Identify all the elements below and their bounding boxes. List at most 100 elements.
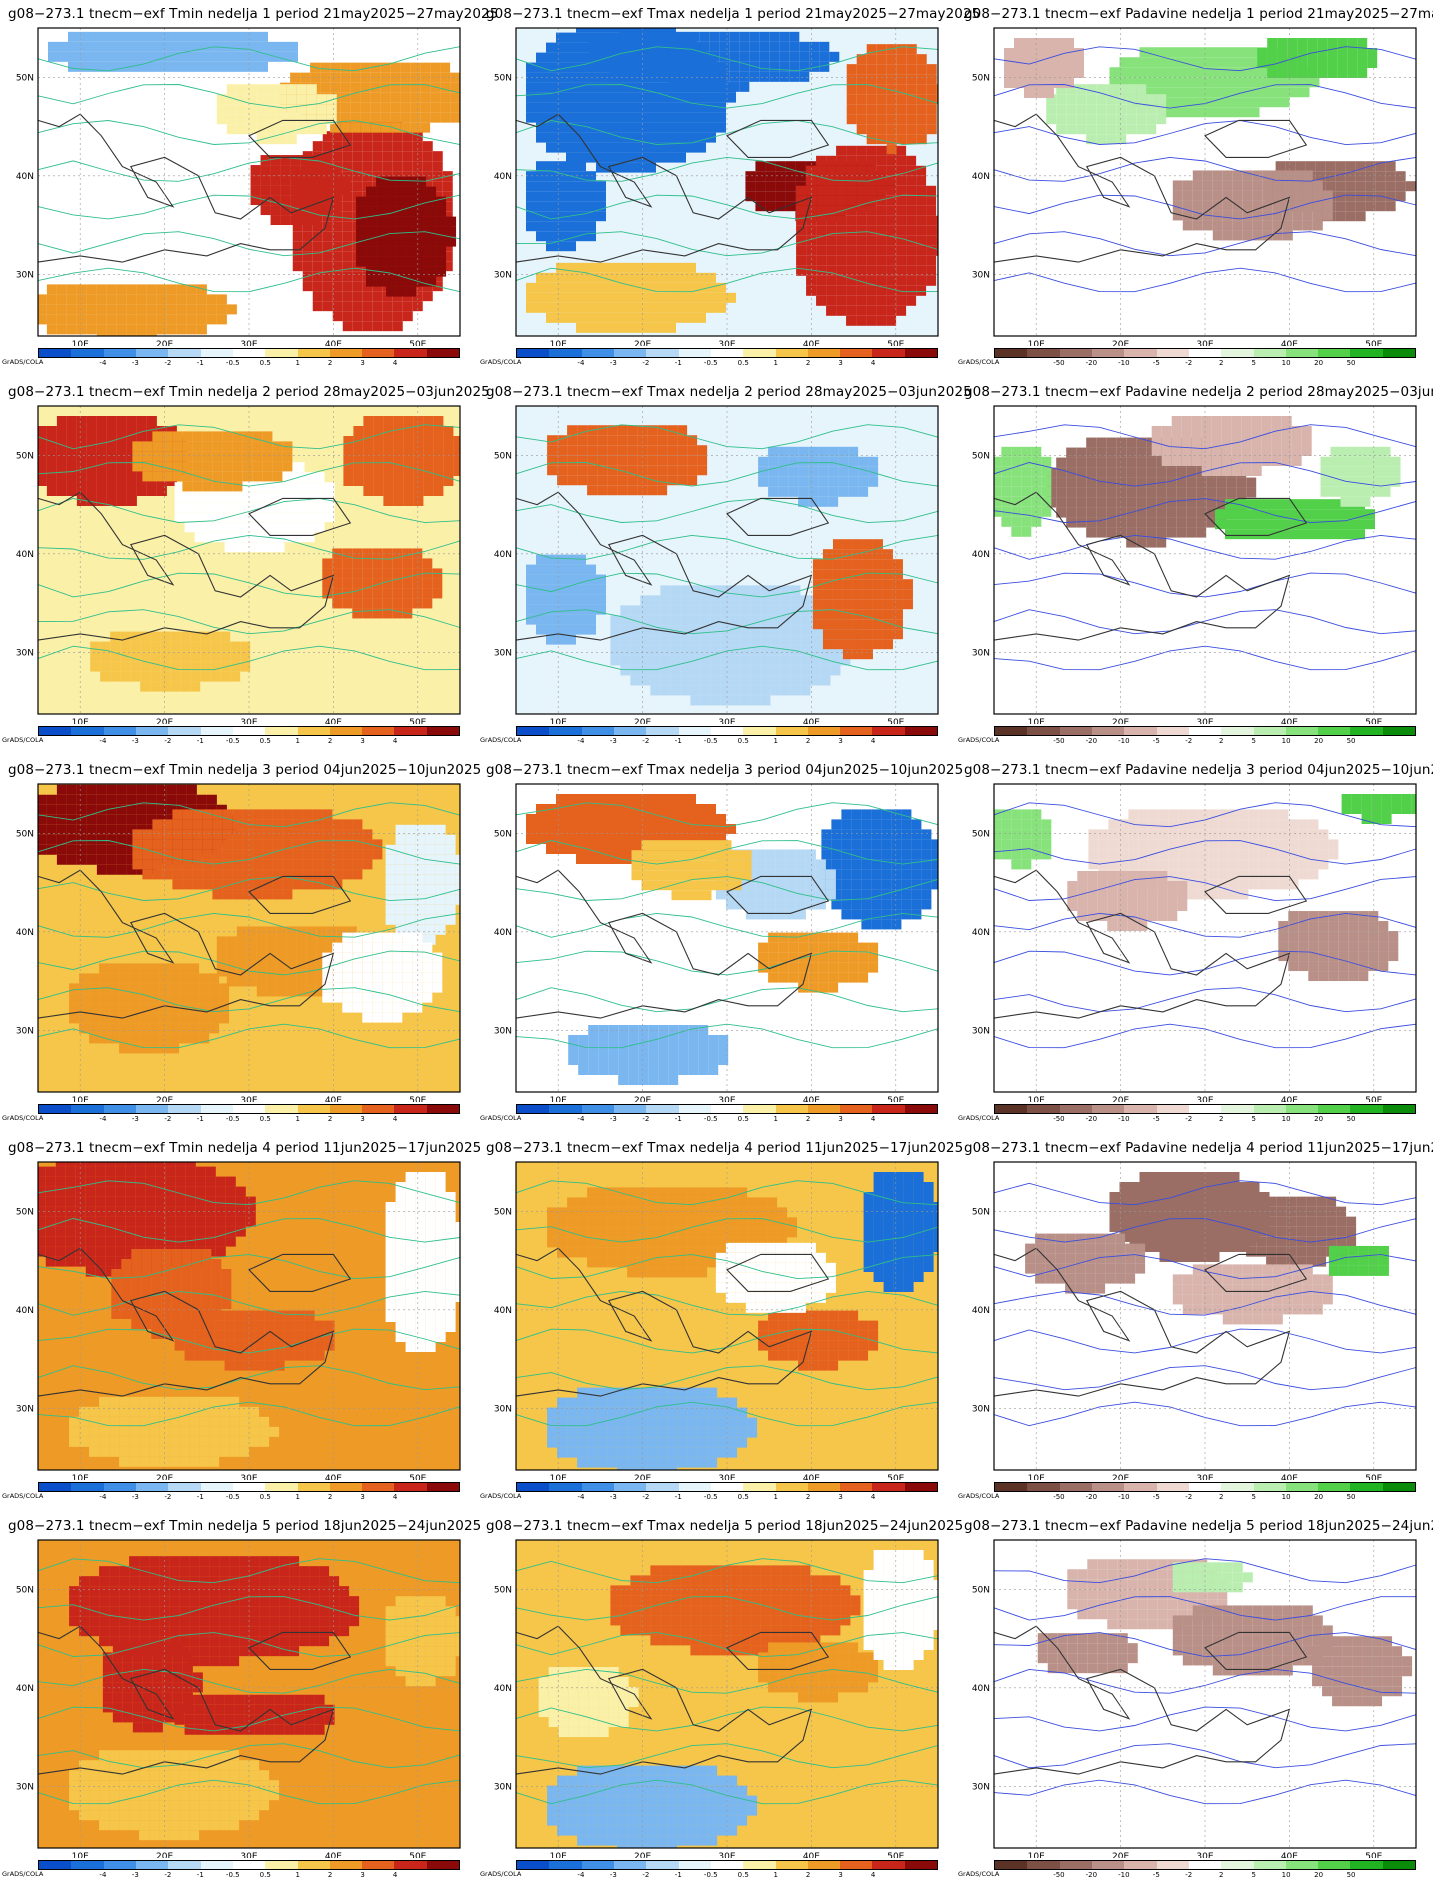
colorbar-swatch [103,1105,136,1113]
lat-tick-label: 50N [16,73,34,83]
lon-tick-label: 50E [887,1852,904,1858]
colorbar-swatch [1188,1483,1222,1491]
colorbar [994,1104,1416,1114]
lon-tick-label: 20E [156,340,173,346]
colorbar-swatch [872,1861,905,1869]
grads-credit: GrADS/COLA [2,1870,44,1878]
colorbar-swatch [995,1861,1028,1869]
colorbar-label: -1 [196,1115,204,1123]
lat-tick-label: 50N [494,829,512,839]
colorbar [516,348,938,358]
colorbar-label: -3 [131,737,139,745]
colorbar-swatch [1318,349,1351,357]
colorbar-swatch [135,727,169,735]
colorbar-swatch [1027,1105,1060,1113]
colorbar-swatch [743,727,776,735]
colorbar-label: -20 [1085,1493,1098,1501]
colorbar [516,1482,938,1492]
colorbar-swatch [426,1861,460,1869]
colorbar-label: 2 [1218,1115,1224,1123]
colorbar-label: 4 [392,1871,398,1879]
colorbar-label: -4 [577,1115,585,1123]
lat-tick-label: 50N [494,1585,512,1595]
lon-tick-label: 40E [1281,1096,1298,1102]
colorbar-label: 10 [1281,1115,1291,1123]
grads-credit: GrADS/COLA [958,1492,1000,1500]
colorbar-label: 4 [870,359,876,367]
colorbar-swatch [71,727,104,735]
colorbar-label: 3 [838,1493,843,1501]
lon-tick-label: 30E [240,718,257,724]
lon-tick-label: 30E [718,340,735,346]
lon-tick-label: 30E [718,1852,735,1858]
colorbar-label: -0.5 [225,1871,240,1879]
lat-tick-label: 40N [16,928,34,938]
lon-tick-label: 40E [803,1096,820,1102]
colorbar-label: -20 [1085,737,1098,745]
colorbar-swatch [200,349,233,357]
panel-title: g08−273.1 tnecm−exf Padavine nedelja 2 p… [964,384,1433,400]
colorbar-swatch [581,1483,614,1491]
colorbar-swatch [904,727,938,735]
panel-title: g08−273.1 tnecm−exf Tmin nedelja 2 perio… [8,384,490,400]
colorbar-label: 4 [870,1871,876,1879]
colorbar-swatch [394,1483,427,1491]
lat-tick-label: 50N [494,73,512,83]
colorbar-swatch [1188,349,1222,357]
colorbar-swatch [426,1483,460,1491]
colorbar-label: 3 [838,1871,843,1879]
colorbar-label: 1 [295,1871,300,1879]
colorbar-swatch [200,1861,233,1869]
panel-title: g08−273.1 tnecm−exf Padavine nedelja 3 p… [964,762,1433,778]
colorbar-swatch [678,1105,711,1113]
lon-tick-label: 10E [1028,718,1045,724]
colorbar-swatch [168,1105,201,1113]
lon-tick-label: 50E [409,1852,426,1858]
colorbar-swatch [678,1483,711,1491]
colorbar-swatch [1253,1105,1286,1113]
lat-tick-label: 40N [494,1684,512,1694]
colorbar-labels: -4 -3 -2 -1 -0.5 0.5 1 2 3 4 [516,1493,938,1505]
map-panel-tmin-week-5: g08−273.1 tnecm−exf Tmin nedelja 5 perio… [0,1512,481,1887]
colorbar-swatch [1059,727,1092,735]
colorbar-swatch [995,727,1028,735]
panel-title: g08−273.1 tnecm−exf Padavine nedelja 5 p… [964,1518,1433,1534]
panel-title: g08−273.1 tnecm−exf Tmax nedelja 5 perio… [486,1518,964,1534]
colorbar-swatch [1059,1483,1092,1491]
colorbar-swatch [168,1483,201,1491]
colorbar-swatch [904,1861,938,1869]
colorbar-label: 50 [1346,737,1356,745]
grads-credit: GrADS/COLA [958,1114,1000,1122]
colorbar-swatch [710,727,744,735]
colorbar-swatch [71,1483,104,1491]
colorbar [516,1104,938,1114]
colorbar-swatch [39,1105,72,1113]
colorbar-label: -2 [1185,1871,1193,1879]
lon-tick-label: 50E [1365,1852,1382,1858]
colorbar-swatch [297,349,330,357]
colorbar-label: 20 [1314,359,1324,367]
lat-tick-label: 50N [16,1585,34,1595]
colorbar [38,1104,460,1114]
colorbar-swatch [581,727,614,735]
colorbar-label: -0.5 [703,1115,718,1123]
colorbar-label: -0.5 [225,1115,240,1123]
lon-tick-label: 10E [550,340,567,346]
panel-title: g08−273.1 tnecm−exf Tmax nedelja 2 perio… [486,384,972,400]
colorbar-swatch [135,1483,169,1491]
colorbar-label: -10 [1118,1115,1130,1123]
colorbar-swatch [549,1861,582,1869]
lat-tick-label: 40N [16,172,34,182]
colorbar-label: -3 [131,1493,139,1501]
colorbar-label: 1 [295,359,300,367]
colorbar-swatch [394,1105,427,1113]
lon-tick-label: 20E [1112,340,1129,346]
panel-title: g08−273.1 tnecm−exf Tmin nedelja 5 perio… [8,1518,482,1534]
colorbar-labels: -4 -3 -2 -1 -0.5 0.5 1 2 3 4 [516,359,938,371]
colorbar-label: 4 [392,1115,398,1123]
colorbar-swatch [426,349,460,357]
colorbar-label: -3 [609,1493,617,1501]
colorbar [38,1482,460,1492]
colorbar-label: -5 [1152,1115,1160,1123]
